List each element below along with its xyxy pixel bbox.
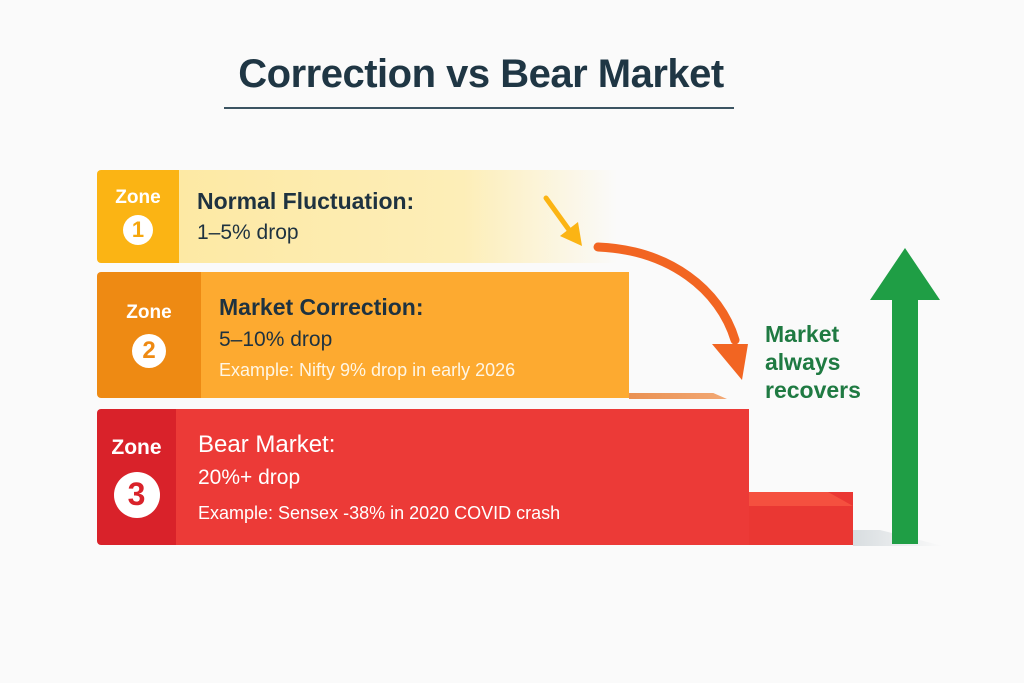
recover-line-1: Market [765, 321, 840, 347]
zone-2-market-correction: Zone 2 Market Correction: 5–10% drop Exa… [97, 272, 629, 398]
zone-example: Example: Nifty 9% drop in early 2026 [219, 360, 516, 380]
page-title: Correction vs Bear Market [238, 52, 724, 96]
zone-3-tab: Zone 3 [97, 409, 176, 545]
zone-range: 5–10% drop [219, 328, 333, 351]
zone-example: Example: Sensex -38% in 2020 COVID crash [198, 503, 561, 523]
zone-2-tab: Zone 2 [97, 272, 201, 398]
zone-label: Zone [115, 187, 161, 208]
zone-label: Zone [126, 301, 172, 323]
zone-heading: Normal Fluctuation: [197, 188, 415, 214]
zone-1-normal-fluctuation: Zone 1 Normal Fluctuation: 1–5% drop [97, 170, 617, 263]
yellow-down-arrow-icon [543, 195, 582, 246]
zone-number-badge: 2 [132, 333, 166, 368]
zone-2-body: Market Correction: 5–10% drop Example: N… [201, 272, 629, 398]
title-underline [224, 107, 734, 109]
zone-number-badge: 3 [113, 471, 160, 518]
zone-range: 1–5% drop [197, 221, 299, 244]
orange-curved-arrow-icon [593, 242, 748, 380]
zone-heading: Market Correction: [219, 294, 424, 320]
green-up-arrow-icon [870, 248, 940, 544]
zone-label: Zone [111, 435, 162, 459]
market-recovers-label: Market always recovers [765, 320, 875, 404]
zone-range: 20%+ drop [198, 466, 301, 489]
zone-1-body: Normal Fluctuation: 1–5% drop [179, 170, 617, 263]
recover-line-2: always [765, 349, 841, 375]
recover-line-3: recovers [765, 377, 861, 403]
zone-3-bear-market: Zone 3 Bear Market: 20%+ drop Example: S… [97, 409, 749, 545]
zone-1-tab: Zone 1 [97, 170, 179, 263]
zone-3-step-top [749, 492, 853, 506]
zone-number-badge: 1 [123, 215, 153, 245]
zone-3-body: Bear Market: 20%+ drop Example: Sensex -… [176, 409, 749, 545]
zone-2-ledge [629, 393, 727, 399]
zone-heading: Bear Market: [198, 431, 336, 458]
